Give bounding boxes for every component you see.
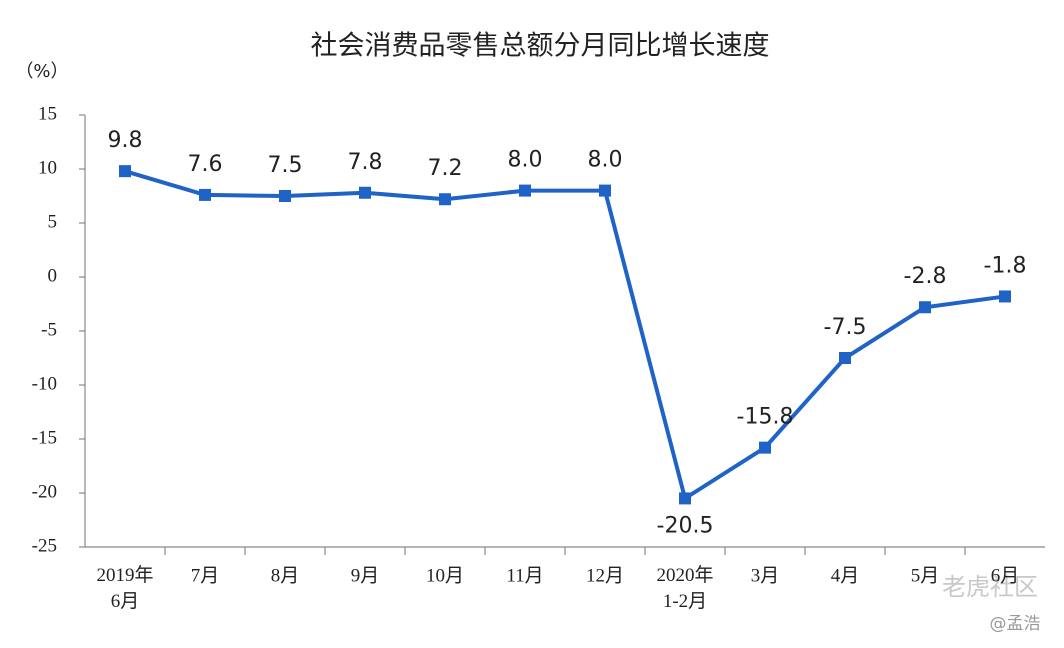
data-label: 9.8: [108, 128, 143, 153]
data-point: [519, 184, 531, 197]
y-axis-label: （%）: [15, 61, 68, 82]
x-tick-label: 3月: [751, 565, 780, 586]
data-label: 8.0: [508, 148, 543, 173]
watermark: 老虎社区: [942, 573, 1038, 601]
data-point: [919, 301, 931, 314]
data-label: 8.0: [588, 148, 623, 173]
x-tick-label: 9月: [351, 565, 380, 586]
y-tick-label: 0: [48, 265, 58, 286]
x-tick-label: 8月: [271, 565, 300, 586]
data-point: [679, 492, 691, 505]
data-label: -1.8: [984, 253, 1027, 278]
y-tick-label: -25: [32, 535, 57, 556]
data-point: [759, 441, 771, 454]
data-label: 7.2: [428, 156, 463, 181]
data-point: [839, 352, 851, 364]
data-point: [999, 290, 1011, 303]
x-tick-label: 5月: [911, 565, 940, 586]
data-label: 7.8: [348, 150, 383, 175]
watermark: @孟浩: [990, 614, 1041, 634]
data-label: 7.5: [268, 153, 303, 178]
data-label: 7.6: [188, 152, 223, 177]
x-tick-label: 12月: [586, 565, 624, 586]
y-tick-label: -5: [41, 319, 57, 340]
x-tick-label: 2020年 1-2月: [656, 564, 713, 612]
data-label: -7.5: [824, 315, 867, 340]
y-tick-label: -10: [32, 373, 57, 394]
data-line: [124, 169, 1006, 502]
data-label: -2.8: [904, 264, 947, 289]
chart-title: 社会消费品零售总额分月同比增长速度: [311, 31, 770, 62]
data-point: [439, 193, 451, 206]
data-point: [279, 190, 291, 202]
y-tick-label: -20: [32, 481, 57, 502]
data-label: -15.8: [737, 405, 794, 430]
data-label: -20.5: [657, 513, 714, 538]
x-tick-label: 2019年 6月: [96, 564, 153, 612]
x-tick-label: 4月: [831, 565, 860, 586]
x-tick-label: 10月: [426, 565, 464, 586]
y-tick-label: 5: [48, 211, 58, 232]
data-point: [119, 165, 131, 178]
data-point: [199, 188, 211, 201]
x-tick-label: 11月: [506, 565, 543, 586]
y-tick-label: -15: [32, 427, 57, 448]
y-tick-label: 10: [38, 157, 57, 178]
x-tick-label: 6月: [991, 565, 1020, 586]
data-point: [599, 184, 611, 197]
x-tick-label: 7月: [191, 565, 220, 586]
y-tick-label: 15: [38, 103, 57, 124]
data-point: [359, 186, 371, 199]
